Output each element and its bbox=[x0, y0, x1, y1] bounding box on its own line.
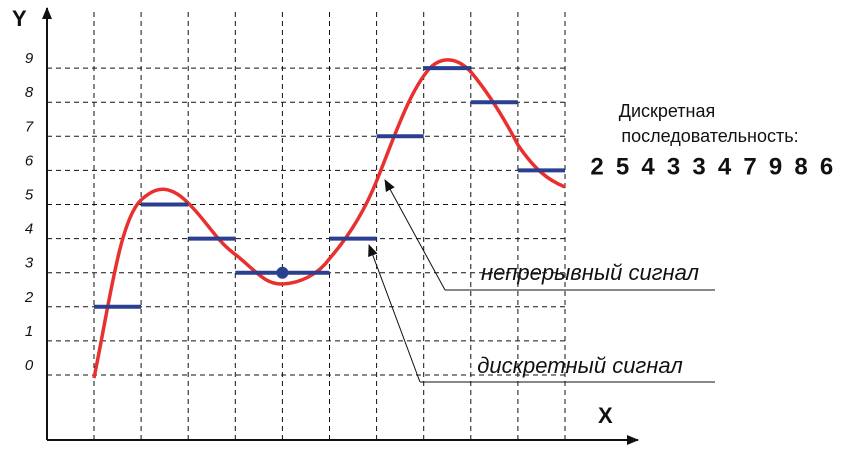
sequence-digit: 6 bbox=[820, 153, 833, 180]
sequence-digit: 2 bbox=[590, 153, 603, 180]
y-tick-label: 5 bbox=[25, 186, 34, 203]
leader-arrow bbox=[384, 179, 446, 291]
y-tick-label: 4 bbox=[25, 221, 33, 238]
sequence-digit: 9 bbox=[769, 153, 782, 180]
sequence-digit: 3 bbox=[692, 153, 705, 180]
grid bbox=[47, 12, 568, 440]
sequence-digit: 7 bbox=[743, 153, 756, 180]
y-tick-label: 1 bbox=[25, 323, 33, 340]
continuous-signal bbox=[92, 58, 566, 379]
sequence-digit: 4 bbox=[718, 153, 732, 180]
annotation: дискретный сигнал bbox=[477, 353, 683, 378]
sequence-digit: 4 bbox=[641, 153, 655, 180]
sequence-digit: 3 bbox=[667, 153, 680, 180]
y-axis-label: Y bbox=[12, 6, 27, 31]
sequence-digit: 8 bbox=[794, 153, 807, 180]
x-axis-label: X bbox=[598, 403, 613, 428]
sequence-title: последовательность: bbox=[621, 126, 798, 146]
y-tick-label: 7 bbox=[25, 118, 34, 135]
discrete-signal bbox=[94, 66, 565, 309]
y-tick-label: 3 bbox=[25, 255, 34, 272]
y-tick-label: 6 bbox=[25, 152, 34, 169]
y-tick-label: 9 bbox=[25, 50, 34, 67]
leader-arrow bbox=[368, 244, 421, 383]
y-tick-label: 8 bbox=[25, 84, 34, 101]
y-tick-label: 0 bbox=[25, 357, 34, 374]
y-tick-label: 2 bbox=[24, 289, 34, 306]
annotation: непрерывный сигнал bbox=[481, 260, 699, 285]
sample-point bbox=[276, 266, 289, 279]
sequence-digit: 5 bbox=[616, 153, 629, 180]
sequence-title: Дискретная bbox=[619, 101, 716, 121]
